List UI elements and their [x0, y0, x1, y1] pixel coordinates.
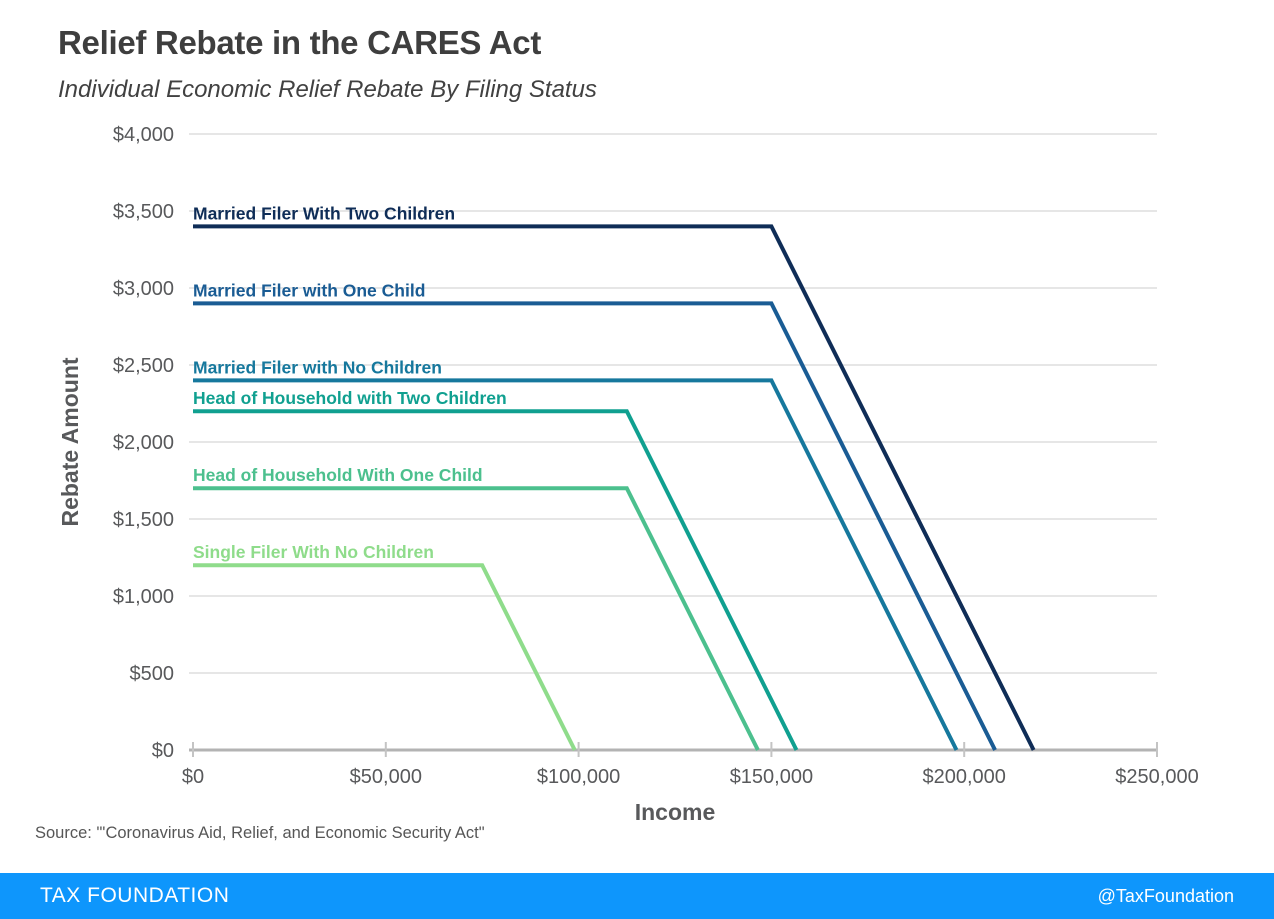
- x-axis-tick-label: $100,000: [537, 766, 620, 788]
- source-note: Source: "'Coronavirus Aid, Relief, and E…: [35, 824, 485, 842]
- series-label-5: Single Filer With No Children: [193, 542, 434, 562]
- series-label-0: Married Filer With Two Children: [193, 203, 455, 223]
- y-axis-title: Rebate Amount: [57, 357, 83, 526]
- footer-bar: TAX FOUNDATION @TaxFoundation: [0, 873, 1274, 919]
- y-axis-tick-label: $3,500: [113, 201, 174, 223]
- y-axis-tick-label: $3,000: [113, 278, 174, 300]
- x-axis-tick-label: $150,000: [730, 766, 813, 788]
- x-axis-tick-label: $50,000: [350, 766, 422, 788]
- series-line-0: [193, 224, 1036, 751]
- x-axis-tick-label: $250,000: [1115, 766, 1198, 788]
- y-axis-tick-label: $0: [152, 740, 174, 762]
- series-label-3: Head of Household with Two Children: [193, 388, 507, 408]
- footer-twitter-handle: @TaxFoundation: [1097, 885, 1234, 906]
- series-line-5: [193, 563, 577, 751]
- series-line-3: [193, 409, 799, 751]
- y-axis-tick-label: $2,000: [113, 432, 174, 454]
- footer-brand: TAX FOUNDATION: [40, 884, 230, 907]
- series-line-4: [193, 486, 760, 751]
- series-line-2: [193, 378, 959, 751]
- page-title: Relief Rebate in the CARES Act: [58, 24, 542, 61]
- series-line-1: [193, 301, 997, 751]
- x-axis-tick-label: $200,000: [922, 766, 1005, 788]
- page-subtitle: Individual Economic Relief Rebate By Fil…: [58, 76, 597, 103]
- y-axis-tick-label: $500: [130, 663, 175, 685]
- x-axis-title: Income: [635, 799, 716, 825]
- series-label-4: Head of Household With One Child: [193, 465, 483, 485]
- series-label-1: Married Filer with One Child: [193, 280, 425, 300]
- line-chart: $0 $500 $1,000 $1,500 $2,000 $2,500 $3,000 $3,5…: [57, 124, 1199, 825]
- series-label-2: Married Filer with No Children: [193, 357, 442, 377]
- y-axis-tick-label: $1,500: [113, 509, 174, 531]
- y-axis-tick-label: $4,000: [113, 124, 174, 146]
- y-axis-tick-label: $1,000: [113, 586, 174, 608]
- x-axis-tick-label: $0: [182, 766, 204, 788]
- y-axis-tick-label: $2,500: [113, 355, 174, 377]
